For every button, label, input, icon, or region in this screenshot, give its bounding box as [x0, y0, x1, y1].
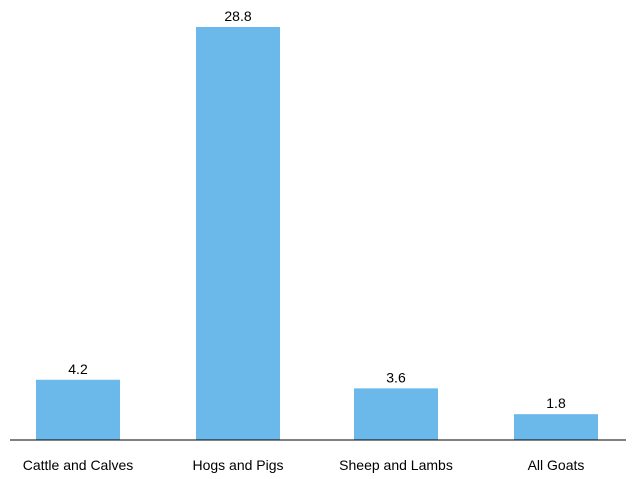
category-label-1: Hogs and Pigs	[192, 457, 283, 473]
value-labels-group: 4.2 28.8 3.6 1.8	[68, 8, 566, 411]
bars-group	[36, 27, 598, 440]
category-labels-group: Cattle and Calves Hogs and Pigs Sheep and …	[23, 457, 585, 473]
category-label-2: Sheep and Lambs	[339, 457, 453, 473]
data-label-0: 4.2	[68, 361, 88, 377]
data-label-1: 28.8	[224, 8, 251, 24]
data-label-2: 3.6	[386, 369, 406, 385]
bar-2	[354, 388, 438, 440]
category-label-3: All Goats	[528, 457, 585, 473]
bar-3	[514, 414, 598, 440]
bar-0	[36, 379, 120, 440]
category-label-0: Cattle and Calves	[23, 457, 134, 473]
bar-1	[196, 27, 280, 440]
data-label-3: 1.8	[546, 395, 566, 411]
